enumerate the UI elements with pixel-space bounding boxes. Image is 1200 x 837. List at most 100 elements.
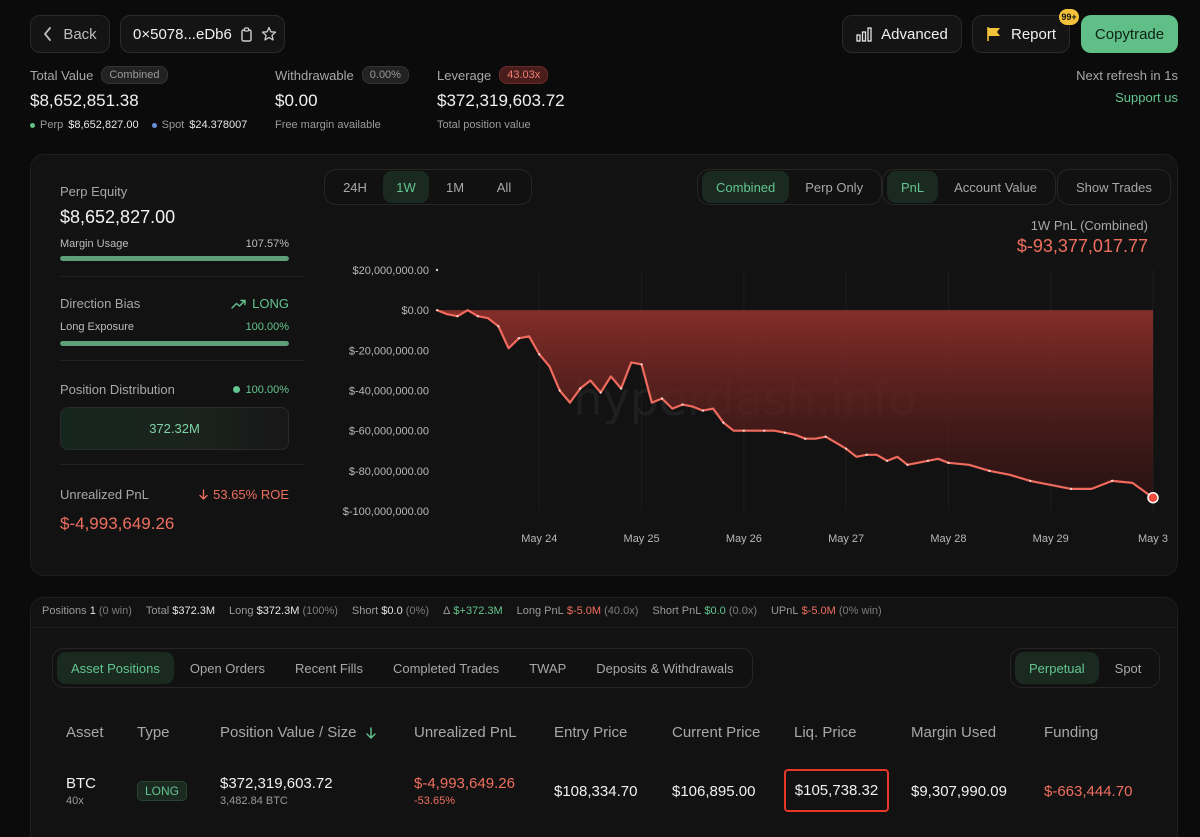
- pnl-point: [558, 389, 561, 392]
- pnl-point: [865, 453, 868, 456]
- y-tick-label: $-80,000,000.00: [349, 466, 429, 478]
- tab-open-orders[interactable]: Open Orders: [189, 660, 266, 676]
- y-tick-label: $0.00: [401, 305, 429, 317]
- range-24h[interactable]: 24H: [343, 179, 367, 195]
- summary-delta-label: Δ: [443, 605, 451, 617]
- col-entry-price: Entry Price: [554, 724, 628, 741]
- summary-positions-paren: (0 win): [98, 605, 132, 617]
- pnl-point: [885, 459, 889, 462]
- market-perpetual[interactable]: Perpetual: [1015, 652, 1099, 684]
- margin-usage-label: Margin Usage: [60, 238, 129, 250]
- y-tick-label: $-60,000,000.00: [349, 426, 429, 438]
- chevron-left-icon: [44, 27, 52, 41]
- margin-usage-bar: [60, 256, 289, 261]
- distribution-bar: 372.32M: [60, 407, 289, 450]
- summary-long-value: $372.3M: [256, 605, 300, 617]
- pnl-last-point[interactable]: [1147, 491, 1159, 504]
- combined-tag: Combined: [101, 66, 168, 84]
- summary-longpnl-paren: (40.0x): [604, 605, 639, 617]
- unrealized-pnl-pct: -53.65%: [414, 795, 455, 807]
- unrealized-pnl: $-4,993,649.26: [414, 775, 515, 792]
- refresh-status: Next refresh in 1s: [1076, 68, 1178, 83]
- pnl-point: [722, 421, 725, 424]
- leverage-tag: 43.03x: [499, 66, 549, 84]
- range-all[interactable]: All: [496, 179, 512, 195]
- advanced-button[interactable]: Advanced: [842, 15, 962, 53]
- total-value-block: Total Value Combined $8,652,851.38 Perp …: [30, 66, 270, 131]
- pnl-point: [988, 469, 991, 472]
- range-1m[interactable]: 1M: [445, 179, 465, 195]
- range-selector: 24H 1W 1M All: [324, 169, 532, 205]
- total-value: $8,652,851.38: [30, 91, 139, 110]
- total-value-label: Total Value: [30, 67, 94, 83]
- pnl-area: [437, 310, 1153, 498]
- liq-price-highlight: $105,738.32: [784, 769, 889, 812]
- show-trades-toggle[interactable]: Show Trades: [1057, 169, 1171, 205]
- back-button[interactable]: Back: [30, 15, 110, 53]
- pnl-point: [517, 337, 520, 340]
- flag-icon: [987, 27, 1000, 41]
- pnl-point: [435, 309, 439, 312]
- long-exposure-fill: [60, 341, 289, 346]
- x-tick-label: May 29: [1033, 533, 1069, 545]
- col-position-value[interactable]: Position Value / Size: [220, 724, 377, 741]
- report-button[interactable]: Report: [972, 15, 1070, 53]
- x-tick-label: May 26: [726, 533, 762, 545]
- support-link[interactable]: Support us: [1115, 90, 1178, 105]
- market-toggle: Perpetual Spot: [1010, 648, 1161, 688]
- trending-up-icon: [231, 299, 246, 309]
- metric-pnl[interactable]: PnL: [887, 171, 939, 203]
- metric-account-value[interactable]: Account Value: [954, 179, 1038, 195]
- summary-longpnl-value: $-5.0M: [566, 605, 602, 617]
- pnl-point: [681, 403, 684, 406]
- copy-icon[interactable]: [240, 26, 253, 42]
- tab-recent-fills[interactable]: Recent Fills: [295, 660, 363, 676]
- perp-equity-label: Perp Equity: [60, 184, 128, 199]
- position-size: 3,482.84 BTC: [220, 795, 288, 807]
- long-exposure-bar: [60, 341, 289, 346]
- copytrade-button[interactable]: Copytrade: [1081, 15, 1178, 53]
- mode-combined[interactable]: Combined: [702, 171, 790, 203]
- advanced-label: Advanced: [881, 25, 948, 43]
- position-distribution-label: Position Distribution: [60, 382, 175, 397]
- position-tabs: Asset Positions Open Orders Recent Fills…: [52, 648, 753, 688]
- withdrawable-block: Withdrawable 0.00% $0.00 Free margin ava…: [275, 66, 425, 131]
- unrealized-pnl-section: Unrealized PnL 53.65% ROE $-4,993,649.26: [60, 487, 289, 534]
- spot-value: $24.378007: [189, 119, 248, 131]
- spot-dot: [151, 122, 157, 128]
- col-type: Type: [137, 724, 170, 741]
- metric-selector: PnL Account Value: [882, 169, 1057, 205]
- pnl-point: [476, 315, 480, 318]
- star-icon[interactable]: [261, 26, 277, 42]
- asset-leverage: 40x: [66, 795, 84, 807]
- perp-equity-value: $8,652,827.00: [60, 207, 176, 227]
- divider: [60, 276, 303, 277]
- long-exposure-label: Long Exposure: [60, 321, 134, 333]
- row-unrealized-pnl: $-4,993,649.26 -53.65%: [414, 775, 515, 807]
- position-distribution-section: Position Distribution 100.00% 372.32M: [60, 382, 289, 450]
- x-tick-label: May 24: [521, 533, 557, 545]
- unrealized-pnl-label: Unrealized PnL: [60, 487, 149, 502]
- tab-completed-trades[interactable]: Completed Trades: [392, 660, 500, 676]
- pnl-point: [701, 409, 705, 412]
- tab-twap[interactable]: TWAP: [529, 660, 567, 676]
- perp-label: Perp: [40, 119, 64, 131]
- table-row[interactable]: BTC 40x LONG $372,319,603.72 3,482.84 BT…: [30, 760, 1178, 837]
- distribution-dot: [232, 386, 240, 393]
- tab-deposits-withdrawals[interactable]: Deposits & Withdrawals: [596, 660, 734, 676]
- summary-shortpnl-value: $0.0: [704, 605, 726, 617]
- pnl-chart: hyperdash.info $20,000,000.00$0.00$-20,0…: [343, 265, 1168, 545]
- range-1w[interactable]: 1W: [383, 171, 429, 203]
- market-spot[interactable]: Spot: [1114, 660, 1142, 676]
- y-tick-label: $-40,000,000.00: [349, 386, 429, 398]
- summary-total-value: $372.3M: [172, 605, 216, 617]
- perp-equity-section: Perp Equity $8,652,827.00 Margin Usage 1…: [60, 184, 289, 261]
- pnl-point: [599, 391, 602, 394]
- summary-long-label: Long: [229, 605, 254, 617]
- pnl-point: [1110, 479, 1114, 482]
- mode-perp-only[interactable]: Perp Only: [805, 179, 864, 195]
- tab-asset-positions[interactable]: Asset Positions: [57, 652, 174, 684]
- funding: $-663,444.70: [1044, 783, 1133, 800]
- report-badge: 99+: [1059, 9, 1079, 25]
- asset-symbol: BTC: [66, 775, 96, 792]
